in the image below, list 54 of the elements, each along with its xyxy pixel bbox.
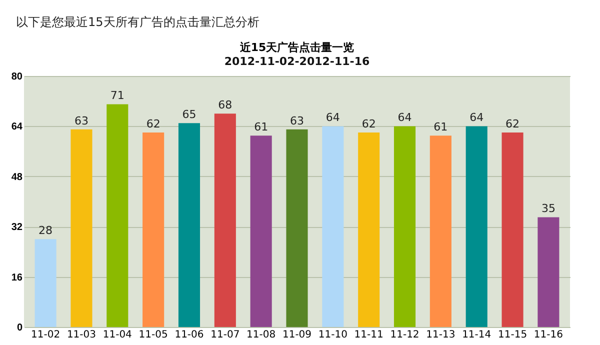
bar — [358, 132, 380, 327]
y-tick-label: 48 — [11, 172, 23, 183]
data-label: 35 — [541, 202, 556, 216]
bar — [430, 136, 452, 327]
bar — [70, 129, 92, 327]
y-tick-label: 80 — [11, 72, 23, 82]
text: 以下是您最近15天所有广告的点击量汇总分析 — [15, 14, 260, 31]
data-label: 68 — [218, 98, 232, 112]
x-tick-label: 11-08 — [246, 330, 276, 340]
x-tick-label: 11-09 — [282, 330, 312, 340]
bar — [538, 217, 560, 327]
bar — [322, 126, 344, 327]
x-tick-label: 11-15 — [498, 330, 528, 340]
bar — [394, 126, 416, 327]
x-tick-label: 11-16 — [534, 330, 563, 340]
bar — [250, 136, 272, 327]
data-label: 65 — [182, 108, 196, 122]
x-tick-label: 11-14 — [462, 330, 492, 340]
x-tick-label: 11-05 — [138, 330, 168, 340]
x-tick-label: 11-10 — [318, 330, 348, 340]
x-tick-label: 11-03 — [66, 330, 96, 340]
chart-subtitle: 2012-11-02-2012-11-16 — [224, 55, 370, 68]
data-label: 64 — [470, 111, 484, 124]
bar — [466, 126, 488, 327]
data-label: 62 — [362, 117, 376, 130]
x-tick-label: 11-13 — [426, 330, 456, 340]
data-label: 61 — [254, 120, 268, 134]
data-label: 62 — [506, 117, 520, 130]
y-tick-label: 64 — [11, 122, 23, 133]
data-label: 28 — [38, 224, 53, 238]
x-tick-label: 11-04 — [102, 330, 132, 340]
bar — [142, 132, 164, 327]
x-tick-label: 11-07 — [210, 330, 240, 340]
data-label: 61 — [434, 120, 448, 134]
bar — [214, 114, 236, 327]
data-label: 71 — [110, 89, 124, 102]
bar — [106, 104, 128, 327]
y-tick-label: 16 — [11, 272, 23, 284]
data-label: 64 — [398, 111, 412, 124]
bar — [178, 123, 200, 327]
x-tick-label: 11-12 — [390, 330, 420, 340]
data-label: 62 — [146, 117, 160, 130]
bar — [502, 132, 524, 327]
bar — [286, 129, 308, 327]
data-label: 63 — [290, 114, 304, 128]
chart-title: 近15天广告点击量一览 — [238, 41, 354, 54]
x-tick-label: 11-06 — [174, 330, 204, 340]
x-tick-label: 11-11 — [354, 330, 384, 340]
y-tick-label: 32 — [11, 222, 23, 234]
x-tick-label: 11-02 — [31, 330, 60, 340]
y-tick-label: 0 — [16, 322, 23, 334]
bar — [34, 239, 56, 327]
data-label: 63 — [74, 114, 88, 128]
data-label: 64 — [326, 111, 340, 124]
